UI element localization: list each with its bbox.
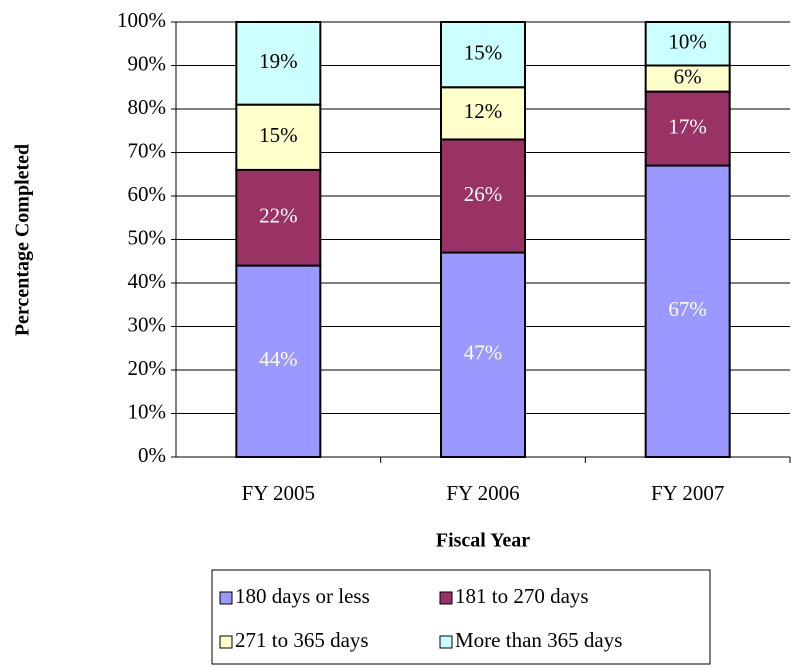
x-tick-label: FY 2006 — [446, 481, 519, 505]
bar-segment — [440, 138, 526, 254]
legend-swatch — [439, 635, 453, 649]
data-label: 47% — [464, 341, 503, 365]
legend-swatch — [439, 591, 453, 605]
x-axis-label: Fiscal Year — [436, 530, 530, 552]
legend-box — [211, 569, 711, 665]
y-tick-label: 40% — [128, 269, 167, 293]
data-label: 67% — [668, 297, 707, 321]
bar-segment — [440, 251, 526, 458]
x-tick-label: FY 2005 — [242, 481, 315, 505]
y-tick-label: 20% — [128, 356, 167, 380]
bar-segment — [644, 164, 731, 459]
y-tick-label: 60% — [128, 182, 167, 206]
bar-segment — [644, 21, 731, 67]
bar-segment — [235, 103, 322, 171]
bar-segment — [440, 21, 526, 89]
legend-label: 271 to 365 days — [235, 628, 369, 652]
y-tick-label: 30% — [128, 312, 167, 336]
data-label: 15% — [464, 40, 503, 64]
x-tick-label: FY 2007 — [651, 481, 724, 505]
data-label: 19% — [259, 49, 298, 73]
y-tick-label: 100% — [117, 8, 166, 32]
y-tick-label: 90% — [128, 51, 167, 75]
bar-segment — [235, 264, 322, 458]
y-axis-label: Percentage Completed — [12, 144, 34, 336]
data-label: 12% — [464, 99, 503, 123]
data-label: 44% — [259, 347, 298, 371]
data-label: 17% — [668, 114, 707, 138]
legend-label: 180 days or less — [235, 584, 370, 608]
y-tick-label: 50% — [128, 225, 167, 249]
y-tick-label: 80% — [128, 95, 167, 119]
y-tick-label: 0% — [138, 443, 166, 467]
legend-swatch — [219, 591, 233, 605]
bar-segment — [235, 21, 322, 106]
legend-swatch — [219, 635, 233, 649]
data-label: 26% — [464, 182, 503, 206]
bar-segment — [644, 64, 731, 93]
data-label: 10% — [668, 30, 707, 54]
legend-label: More than 365 days — [455, 628, 622, 652]
y-tick-label: 70% — [128, 138, 167, 162]
data-label: 15% — [259, 123, 298, 147]
data-label: 6% — [674, 64, 702, 88]
legend-label: 181 to 270 days — [455, 584, 589, 608]
bar-segment — [644, 90, 731, 167]
bar-segment — [235, 168, 322, 267]
data-label: 22% — [259, 204, 298, 228]
y-tick-label: 10% — [128, 399, 167, 423]
